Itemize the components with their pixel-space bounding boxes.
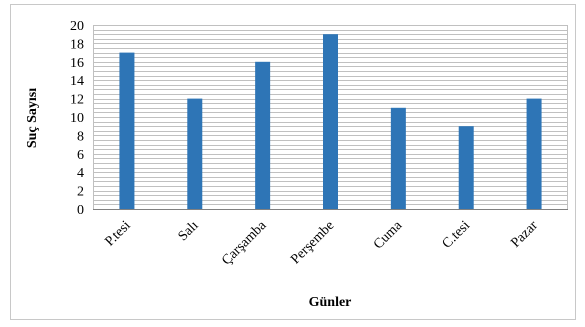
y-tick-label: 8 [77,129,84,144]
bar [323,34,338,210]
x-tick-label: Perşembe [288,218,337,267]
y-tick-label: 16 [70,56,84,71]
y-tick-label: 10 [70,111,84,126]
chart-frame [10,4,576,320]
y-axis-title: Suç Sayısı [25,88,40,148]
x-axis-title: Günler [309,295,352,310]
y-tick-label: 18 [70,37,84,52]
bar [119,52,135,209]
y-tick-label: 14 [70,74,84,89]
x-tick-label: C.tesi [440,218,474,252]
y-tick-label: 6 [77,148,84,163]
y-tick-label: 12 [70,93,84,108]
bars [119,34,542,210]
y-tick-label: 20 [70,19,84,34]
x-tick-label: Salı [176,218,202,244]
bar [390,107,406,209]
y-tick-label: 2 [77,185,84,200]
y-tick-labels: 0 2 4 6 8 10 12 14 16 18 20 [70,19,84,218]
bar [526,98,542,209]
y-tick-label: 0 [77,203,84,218]
x-tick-labels: P.tesi Salı Çarşamba Perşembe Cuma C.tesi Paza… [103,218,542,269]
x-tick-label: Cuma [371,218,406,253]
bar [458,126,474,209]
x-tick-label: Pazar [508,218,541,251]
x-tick-label: P.tesi [103,218,134,249]
bar [255,61,271,209]
y-tick-label: 4 [77,166,84,181]
x-tick-label: Çarşamba [219,218,270,269]
bar [187,98,203,209]
